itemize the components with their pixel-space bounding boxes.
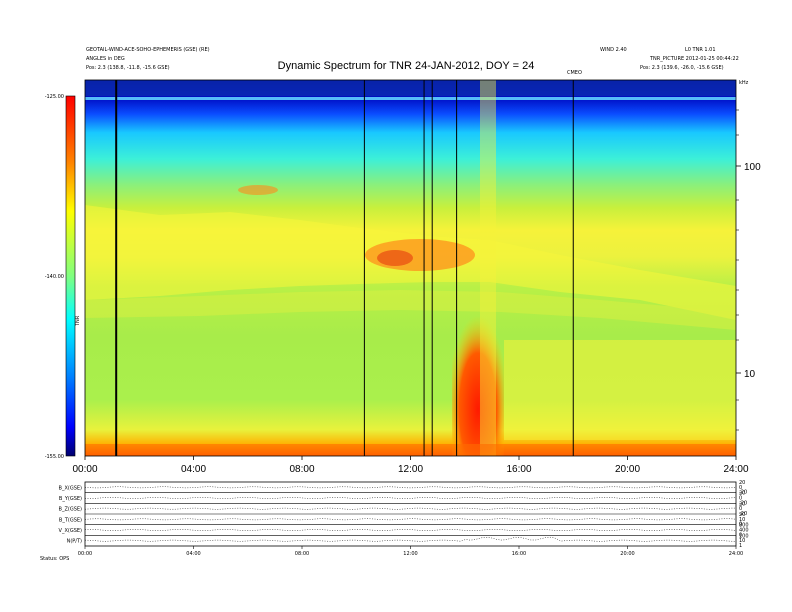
header-right-line-1: WIND 2.40	[600, 47, 627, 53]
time-axis: 00:00 04:00 08:00 12:00 16:00 20:00 24:00	[72, 456, 749, 475]
burst-column	[480, 80, 496, 456]
panel-right-label-0: 20	[739, 480, 745, 486]
panel-right-label-8: -20	[739, 511, 747, 517]
frequency-unit-label: kHz	[739, 80, 749, 86]
panel-label-4: V_X(GSE)	[59, 528, 83, 534]
solar-wind-traces: B_X(GSE)200-20B_Y(GSE)200-20B_Z(GSE)200-…	[59, 480, 749, 549]
colorbar-min-label: -155.00	[45, 454, 64, 460]
intense-burst	[452, 300, 504, 456]
panel-right-label-6: 20	[739, 501, 745, 507]
header-info-line-1: GEOTAIL-WIND-ACE-SOHO-EPHEMERIS (GSE) (R…	[86, 47, 210, 53]
colorbar	[65, 95, 76, 457]
x-tick-label-1: 04:00	[181, 464, 206, 475]
lower-x-tick-label-5: 20:00	[620, 551, 634, 557]
panel-right-label-10: 10	[739, 517, 745, 523]
panel-right-label-7: 0	[739, 506, 742, 512]
x-tick-label-4: 16:00	[506, 464, 531, 475]
panel-trace-4	[84, 529, 737, 531]
event-label: CMEO	[567, 70, 582, 76]
spectrogram-top-band	[85, 80, 736, 96]
y-tick-label-1: 10	[744, 369, 756, 380]
panel-right-label-11: 0	[739, 522, 742, 528]
x-tick-label-6: 24:00	[723, 464, 748, 475]
header-right-line-2: L0 TNR 1.01	[685, 47, 716, 53]
header-info-line-3: Pos: 2.3 (138.8, -11.8, -15.6 GSE)	[86, 65, 170, 71]
panel-label-5: N(P/T)	[67, 539, 82, 545]
panel-trace-3	[84, 518, 737, 521]
x-tick-label-2: 08:00	[289, 464, 314, 475]
panel-right-label-1: 0	[739, 485, 742, 491]
panel-label-0: B_X(GSE)	[59, 485, 83, 491]
panel-right-label-2: -20	[739, 490, 747, 496]
lower-x-tick-label-6: 24:00	[729, 551, 743, 557]
colorbar-mid-label: -140.00	[45, 274, 64, 280]
colorbar-unit-label: TNR	[75, 315, 81, 327]
spectrogram-plot	[85, 80, 736, 456]
panel-right-label-17: 1	[739, 543, 742, 549]
lower-x-tick-label-4: 16:00	[512, 551, 526, 557]
header-info-line-2: ANGLES in DEG	[86, 56, 125, 62]
panel-label-2: B_Z(GSE)	[59, 507, 83, 513]
lower-x-tick-label-3: 12:00	[403, 551, 417, 557]
colorbar-max-label: -125.00	[45, 94, 64, 100]
header-right-line-3: TNR_PICTURE 2012-01-25 00:44:22	[649, 56, 739, 62]
storm-region-early	[238, 185, 278, 195]
panel-right-label-13: 400	[739, 528, 749, 534]
panel-trace-2	[84, 507, 736, 510]
lower-x-tick-label-1: 04:00	[186, 551, 200, 557]
panel-right-label-12: 800	[739, 523, 749, 529]
panel-label-1: B_Y(GSE)	[59, 496, 82, 502]
late-yellow-region	[504, 340, 736, 440]
panel-trace-0	[84, 486, 737, 489]
chart-title: Dynamic Spectrum for TNR 24-JAN-2012, DO…	[278, 60, 535, 72]
panel-right-label-14: 0	[739, 532, 742, 538]
lower-x-tick-label-2: 08:00	[295, 551, 309, 557]
panel-right-label-5: -20	[739, 500, 747, 506]
status-label: Status: OPS	[40, 556, 69, 562]
panel-label-3: B_T(GSE)	[59, 517, 82, 523]
header-right-line-4: Pos: 2.3 (139.6, -26.0, -15.6 GSE)	[640, 65, 724, 71]
x-tick-label-5: 20:00	[615, 464, 640, 475]
storm-core	[377, 250, 413, 266]
lower-x-tick-label-0: 00:00	[78, 551, 92, 557]
panel-right-label-3: 20	[739, 491, 745, 497]
vertical-lines	[115, 80, 574, 456]
panel-right-label-9: 20	[739, 512, 745, 518]
bottom-fringe	[85, 444, 736, 456]
panel-right-label-15: 100	[739, 533, 749, 539]
x-tick-label-0: 00:00	[72, 464, 97, 475]
x-tick-label-3: 12:00	[398, 464, 423, 475]
frequency-axis: 100 10	[736, 109, 761, 431]
lower-time-axis: 00:00 04:00 08:00 12:00 16:00 20:00 24:00	[78, 546, 743, 557]
spectrogram-cyan-line	[85, 97, 736, 100]
y-tick-label-0: 100	[744, 162, 761, 173]
panel-right-label-16: 10	[739, 538, 745, 544]
panel-trace-1	[84, 497, 737, 499]
panel-right-label-4: 0	[739, 496, 742, 502]
